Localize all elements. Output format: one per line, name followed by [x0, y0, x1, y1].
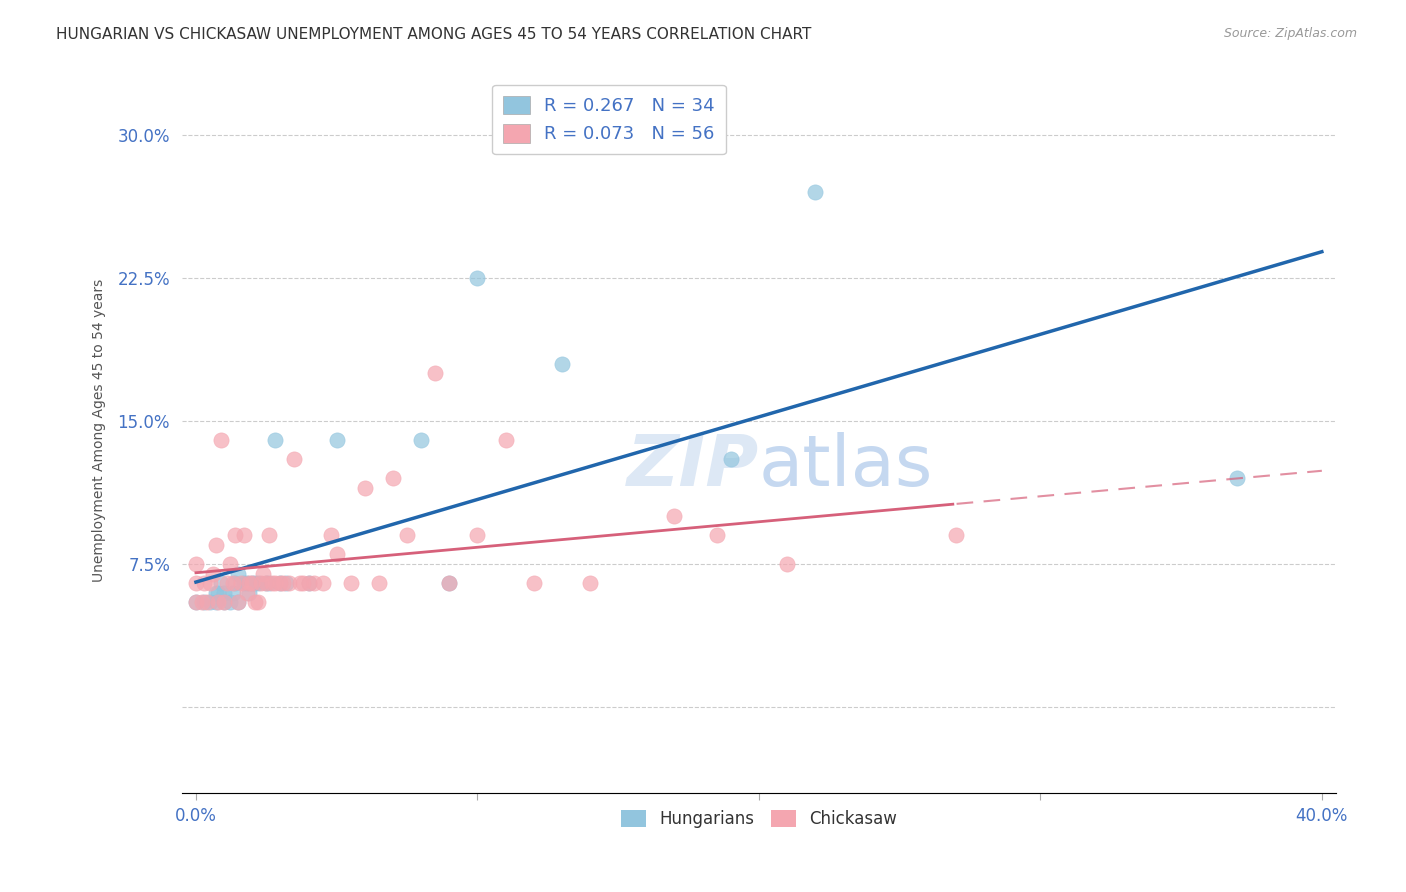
Point	[288, 576, 311, 591]
Text: HUNGARIAN VS CHICKASAW UNEMPLOYMENT AMONG AGES 45 TO 54 YEARS CORRELATION CHART: HUNGARIAN VS CHICKASAW UNEMPLOYMENT AMON…	[56, 27, 811, 42]
Text: ZIP: ZIP	[627, 433, 759, 501]
Point	[254, 576, 277, 591]
Point	[246, 595, 269, 609]
Point	[523, 576, 546, 591]
Point	[274, 576, 297, 591]
Point	[277, 576, 299, 591]
Point	[396, 528, 419, 542]
Point	[579, 576, 602, 591]
Point	[218, 595, 240, 609]
Point	[269, 576, 291, 591]
Point	[235, 585, 257, 599]
Point	[224, 576, 246, 591]
Point	[224, 528, 246, 542]
Point	[221, 576, 243, 591]
Point	[252, 566, 274, 581]
Point	[302, 576, 325, 591]
Point	[269, 576, 291, 591]
Point	[204, 538, 226, 552]
Point	[297, 576, 319, 591]
Point	[425, 367, 447, 381]
Point	[243, 595, 266, 609]
Point	[297, 576, 319, 591]
Point	[240, 576, 263, 591]
Point	[184, 595, 207, 609]
Point	[382, 471, 405, 485]
Point	[204, 595, 226, 609]
Point	[945, 528, 967, 542]
Text: atlas: atlas	[759, 433, 934, 501]
Point	[411, 433, 433, 447]
Point	[439, 576, 461, 591]
Point	[467, 271, 489, 285]
Point	[353, 481, 375, 495]
Text: Source: ZipAtlas.com: Source: ZipAtlas.com	[1223, 27, 1357, 40]
Point	[198, 576, 221, 591]
Point	[195, 595, 218, 609]
Legend: Hungarians, Chickasaw: Hungarians, Chickasaw	[614, 804, 904, 835]
Point	[193, 576, 215, 591]
Point	[804, 186, 827, 200]
Point	[263, 433, 285, 447]
Point	[311, 576, 333, 591]
Point	[232, 528, 254, 542]
Point	[664, 509, 686, 524]
Point	[283, 452, 305, 467]
Point	[207, 585, 229, 599]
Point	[209, 433, 232, 447]
Point	[319, 528, 342, 542]
Point	[229, 576, 252, 591]
Point	[193, 595, 215, 609]
Point	[226, 595, 249, 609]
Point	[367, 576, 389, 591]
Point	[260, 576, 283, 591]
Point	[551, 357, 574, 371]
Point	[232, 576, 254, 591]
Point	[215, 576, 238, 591]
Point	[207, 595, 229, 609]
Point	[1226, 471, 1249, 485]
Point	[706, 528, 728, 542]
Point	[271, 576, 294, 591]
Point	[339, 576, 361, 591]
Point	[184, 576, 207, 591]
Point	[218, 557, 240, 571]
Point	[291, 576, 314, 591]
Point	[495, 433, 517, 447]
Point	[238, 576, 260, 591]
Point	[221, 585, 243, 599]
Point	[184, 595, 207, 609]
Point	[243, 576, 266, 591]
Point	[184, 557, 207, 571]
Point	[240, 576, 263, 591]
Point	[254, 576, 277, 591]
Point	[235, 576, 257, 591]
Point	[776, 557, 799, 571]
Point	[439, 576, 461, 591]
Point	[246, 576, 269, 591]
Point	[212, 595, 235, 609]
Point	[204, 585, 226, 599]
Point	[212, 595, 235, 609]
Point	[190, 595, 212, 609]
Point	[467, 528, 489, 542]
Point	[238, 585, 260, 599]
Point	[257, 576, 280, 591]
Point	[257, 528, 280, 542]
Point	[209, 576, 232, 591]
Point	[325, 548, 347, 562]
Point	[226, 595, 249, 609]
Point	[201, 566, 224, 581]
Point	[226, 566, 249, 581]
Point	[198, 595, 221, 609]
Point	[249, 576, 271, 591]
Point	[212, 585, 235, 599]
Point	[263, 576, 285, 591]
Point	[325, 433, 347, 447]
Y-axis label: Unemployment Among Ages 45 to 54 years: Unemployment Among Ages 45 to 54 years	[93, 279, 107, 582]
Point	[720, 452, 742, 467]
